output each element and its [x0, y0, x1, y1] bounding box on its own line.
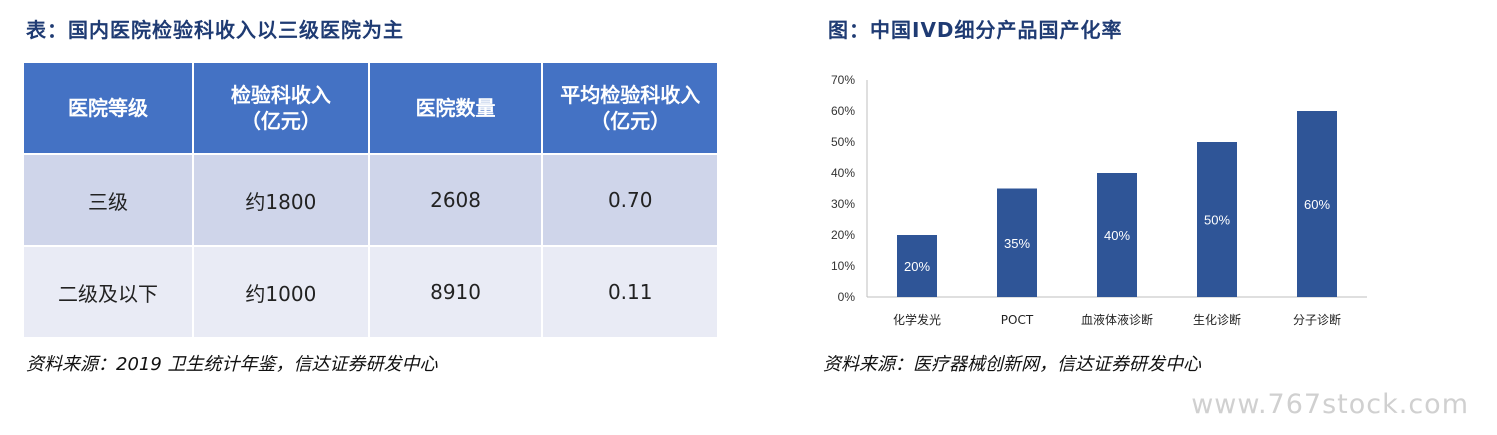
x-tick-label: 化学发光 [893, 312, 941, 327]
y-tick-label: 20% [831, 228, 855, 242]
bar [1297, 111, 1337, 297]
hospital-revenue-table: 医院等级 检验科收入 （亿元） 医院数量 平均检验科收入 （亿元） 三级 约1800… [24, 63, 717, 337]
cell-revenue: 约1000 [193, 245, 370, 337]
table-row: 三级 约1800 2608 0.70 [24, 153, 717, 246]
table-source: 资料来源：2019 卫生统计年鉴，信达证券研发中心 [26, 354, 438, 375]
bar [1097, 173, 1137, 297]
cell-count: 8910 [368, 245, 544, 337]
chart-title: 图：中国IVD细分产品国产化率 [828, 18, 1123, 42]
y-tick-label: 0% [838, 290, 856, 304]
header-hospital-level: 医院等级 [24, 63, 194, 154]
data-label: 40% [1104, 228, 1130, 243]
y-tick-label: 10% [831, 259, 855, 273]
bar [897, 235, 937, 297]
cell-level: 二级及以下 [24, 245, 194, 337]
chart-source: 资料来源：医疗器械创新网，信达证券研发中心 [823, 354, 1201, 375]
data-label: 20% [904, 259, 930, 274]
table-title: 表：国内医院检验科收入以三级医院为主 [26, 18, 404, 42]
y-tick-label: 60% [831, 104, 855, 118]
y-tick-label: 30% [831, 197, 855, 211]
data-label: 50% [1204, 213, 1230, 228]
x-tick-label: POCT [1001, 313, 1034, 327]
cell-avg: 0.11 [542, 245, 717, 337]
watermark: www.767stock.com [1191, 389, 1469, 420]
cell-count: 2608 [368, 153, 544, 246]
y-tick-label: 70% [831, 73, 855, 87]
data-label: 35% [1004, 236, 1030, 251]
header-hospital-count: 医院数量 [368, 63, 544, 154]
x-tick-label: 分子诊断 [1293, 312, 1341, 327]
cell-revenue: 约1800 [193, 153, 370, 246]
localization-rate-chart: 0% 10% 20% 30% 40% 50% 60% 70% 20% 化学发光 35% POCT 40%… [831, 73, 1367, 327]
header-avg-revenue: 平均检验科收入 （亿元） [542, 63, 717, 154]
bar [1197, 142, 1237, 297]
y-tick-label: 40% [831, 166, 855, 180]
table-row: 二级及以下 约1000 8910 0.11 [24, 245, 717, 337]
y-tick-label: 50% [831, 135, 855, 149]
bar [997, 188, 1037, 297]
x-tick-label: 生化诊断 [1193, 312, 1241, 327]
header-lab-revenue: 检验科收入 （亿元） [193, 63, 370, 154]
cell-avg: 0.70 [542, 153, 717, 246]
x-tick-label: 血液体液诊断 [1081, 312, 1153, 327]
data-label: 60% [1304, 197, 1330, 212]
cell-level: 三级 [24, 153, 194, 246]
